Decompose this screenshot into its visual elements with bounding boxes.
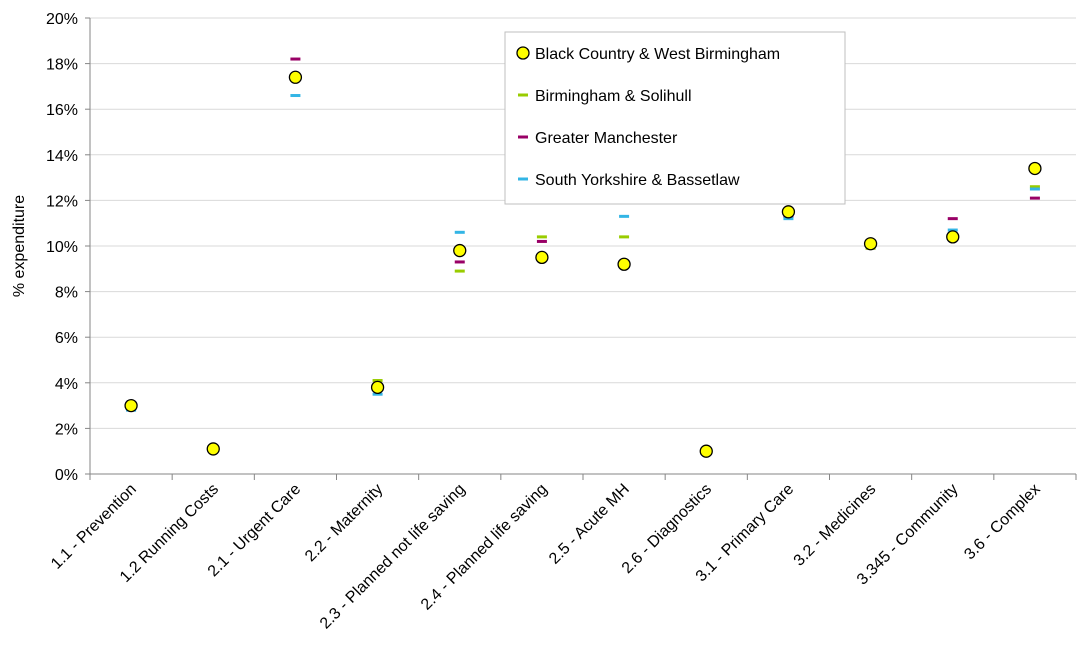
point-black-country-west-birmingham bbox=[453, 243, 467, 258]
x-tick-label: 2.6 - Diagnostics bbox=[619, 481, 715, 577]
legend: Black Country & West Birmingham Birmingha… bbox=[504, 31, 846, 205]
x-tick-label: 1.1 - Prevention bbox=[48, 481, 140, 573]
y-axis-title: % expenditure bbox=[11, 195, 28, 297]
legend-label: Greater Manchester bbox=[535, 130, 678, 147]
y-tick-label: 2% bbox=[55, 421, 78, 438]
y-tick-label: 0% bbox=[55, 467, 78, 484]
y-tick-label: 6% bbox=[55, 330, 78, 347]
point-black-country-west-birmingham bbox=[288, 70, 303, 84]
x-tick-label: 3.2 - Medicines bbox=[791, 481, 880, 570]
point-black-country-west-birmingham bbox=[370, 380, 385, 395]
point-black-country-west-birmingham bbox=[781, 205, 796, 219]
y-tick-label: 18% bbox=[46, 57, 78, 74]
point-black-country-west-birmingham bbox=[206, 442, 220, 456]
point-black-country-west-birmingham bbox=[863, 237, 878, 251]
y-tick-label: 12% bbox=[46, 193, 78, 210]
y-tick-label: 20% bbox=[46, 11, 78, 28]
y-tick-label: 8% bbox=[55, 285, 78, 302]
point-black-country-west-birmingham bbox=[1028, 161, 1042, 176]
legend-label: Black Country & West Birmingham bbox=[535, 46, 780, 63]
x-tick-label: 2.2 - Maternity bbox=[302, 481, 386, 565]
y-axis-ticks: 0% 2% 4% 6% 8% 10% 12% 14% 16% 18% 20% bbox=[46, 11, 90, 484]
legend-label: South Yorkshire & Bassetlaw bbox=[535, 172, 740, 189]
y-tick-label: 10% bbox=[46, 239, 78, 256]
point-black-country-west-birmingham bbox=[699, 444, 713, 458]
legend-box bbox=[504, 31, 846, 205]
point-black-country-west-birmingham bbox=[946, 230, 960, 244]
x-tick-label: 2.5 - Acute MH bbox=[546, 481, 633, 568]
point-black-country-west-birmingham bbox=[124, 398, 138, 413]
legend-marker bbox=[516, 46, 530, 60]
x-tick-label: 2.3 - Planned not life saving bbox=[317, 481, 469, 633]
legend-label: Birmingham & Solihull bbox=[535, 88, 692, 105]
y-tick-label: 4% bbox=[55, 376, 78, 393]
x-tick-label: 3.6 - Complex bbox=[961, 481, 1043, 563]
y-tick-label: 16% bbox=[46, 102, 78, 119]
point-black-country-west-birmingham bbox=[617, 257, 631, 271]
x-tick-label: 2.1 - Urgent Care bbox=[205, 481, 304, 580]
data-marks bbox=[124, 57, 1042, 458]
point-black-country-west-birmingham bbox=[535, 250, 549, 265]
y-tick-label: 14% bbox=[46, 148, 78, 165]
